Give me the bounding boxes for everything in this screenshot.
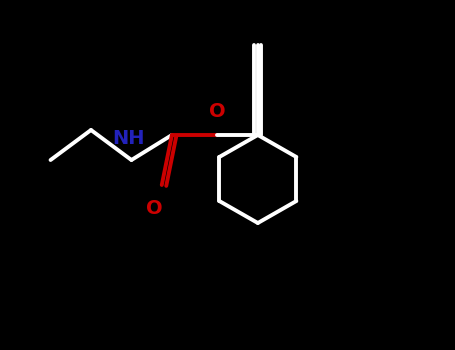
- Text: O: O: [146, 199, 162, 218]
- Text: O: O: [209, 102, 226, 121]
- Text: NH: NH: [113, 128, 145, 147]
